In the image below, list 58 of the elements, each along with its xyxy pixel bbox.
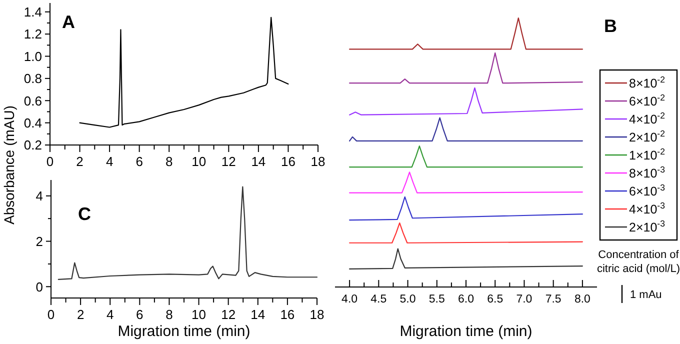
- x-tick-label: 6.0: [458, 294, 474, 306]
- x-tick-label: 4: [106, 154, 114, 169]
- x-axis-title: Migration time (min): [118, 323, 250, 340]
- y-tick-label: 1.0: [24, 48, 42, 64]
- x-tick-label: 0: [46, 154, 54, 169]
- x-tick-label: 14: [250, 307, 266, 322]
- x-tick-label: 18: [310, 154, 326, 169]
- legend-label: 4×10$^{-2}$: [629, 110, 666, 126]
- text: 1 mAu: [630, 289, 662, 301]
- y-tick-label: 1.2: [24, 26, 42, 42]
- line-series: [58, 186, 318, 280]
- x-tick-label: 6: [136, 307, 144, 322]
- legend-label: 8×10$^{-2}$: [629, 74, 666, 90]
- y-tick-label: 0: [36, 279, 43, 294]
- x-tick-label: 16: [280, 307, 295, 322]
- annotation: A: [62, 12, 75, 32]
- x-tick-label: 8: [165, 154, 173, 169]
- x-tick-label: 12: [221, 307, 236, 322]
- x-tick-label: 6.5: [487, 294, 504, 306]
- text: B: [604, 16, 617, 36]
- x-tick-label: 5.0: [400, 294, 416, 306]
- x-tick-label: 10: [192, 154, 206, 169]
- y-axis-title: Absorbance (mAU): [1, 105, 17, 225]
- legend-label: 4×10$^{-3}$: [629, 200, 666, 216]
- y-tick-label: 2: [36, 234, 43, 249]
- x-tick-label: 4: [106, 307, 114, 322]
- line-series: [79, 16, 289, 128]
- x-tick-label: 7.5: [545, 294, 562, 306]
- x-tick-label: 2: [76, 154, 84, 169]
- x-tick-label: 16: [280, 154, 296, 169]
- y-tick-label: 4: [36, 188, 43, 204]
- x-tick-label: 5.5: [428, 294, 445, 306]
- x-tick-label: 8: [166, 307, 173, 322]
- x-tick-label: 4.0: [342, 294, 358, 306]
- y-tick-label: 0.2: [24, 138, 42, 153]
- y-tick-label: 0.6: [24, 93, 42, 108]
- y-tick-label: 1.4: [24, 4, 42, 20]
- x-tick-label: 10: [192, 307, 206, 322]
- x-tick-label: 18: [310, 307, 324, 322]
- x-tick-label: 4.5: [370, 294, 387, 306]
- x-tick-label: 7.0: [516, 294, 532, 306]
- legend-label: 2×10$^{-3}$: [629, 218, 666, 234]
- legend-label: 6×10$^{-3}$: [629, 182, 666, 198]
- x-tick-label: 0: [47, 307, 55, 322]
- legend-label: 2×10$^{-2}$: [629, 128, 666, 144]
- x-tick-label: 6: [136, 154, 143, 169]
- legend-label: 6×10$^{-2}$: [629, 92, 666, 108]
- legend-title: Concentration of citric acid (mol/L): [596, 249, 680, 275]
- annotation: C: [78, 204, 91, 224]
- y-tick-label: 0.4: [24, 115, 42, 130]
- x-tick-label: 8.0: [574, 294, 590, 306]
- x-tick-label: 2: [76, 307, 84, 322]
- x-tick-label: 14: [251, 154, 266, 169]
- x-axis-title: Migration time (min): [400, 323, 532, 340]
- legend-label: 8×10$^{-3}$: [629, 164, 666, 180]
- y-tick-label: 0.8: [24, 71, 42, 86]
- x-tick-label: 12: [221, 154, 236, 169]
- legend-label: 1×10$^{-2}$: [629, 146, 666, 162]
